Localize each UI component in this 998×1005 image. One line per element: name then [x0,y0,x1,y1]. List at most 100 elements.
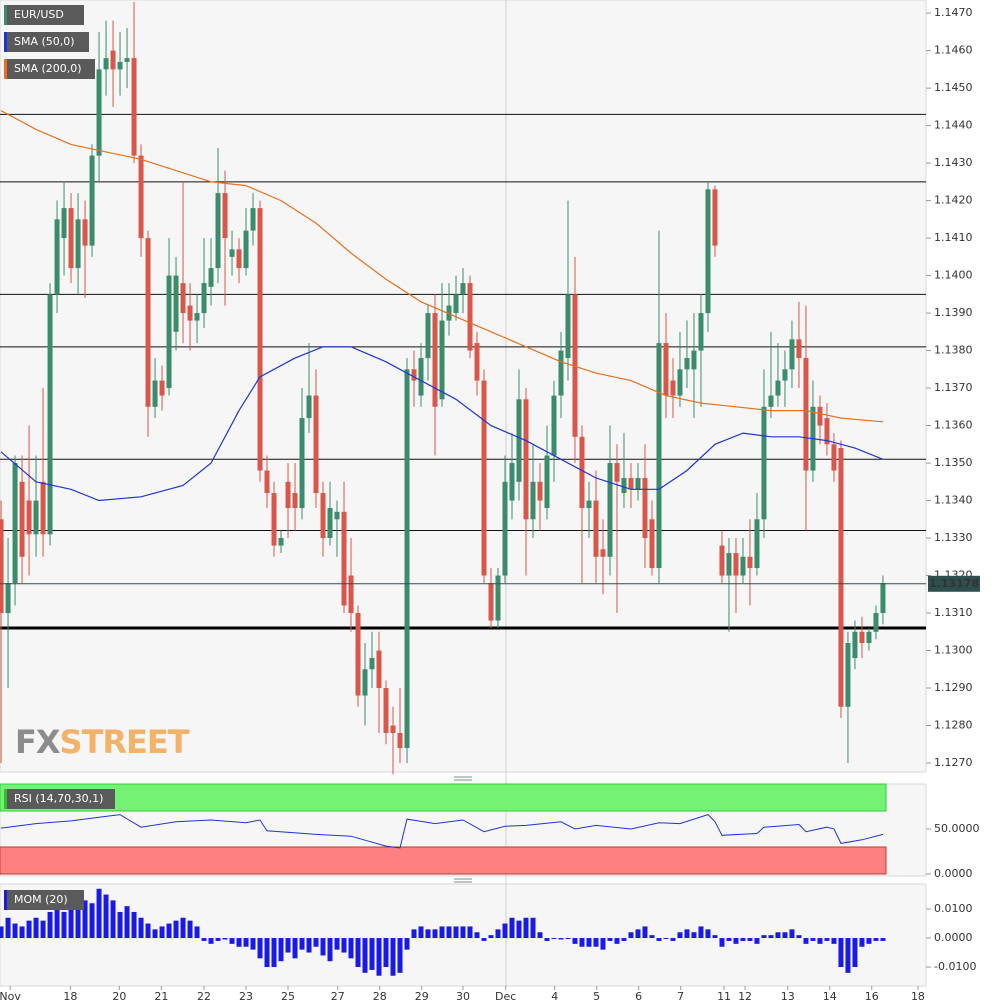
candle-body [768,395,774,407]
candle-body [152,380,158,407]
y-tick-label: 1.1440 [934,119,973,132]
momentum-bar [761,935,767,939]
candle-body [705,189,711,314]
y-tick-label: 0.0000 [934,867,973,880]
momentum-bar [0,926,4,939]
momentum-bar [866,938,872,944]
candle-body [334,511,340,520]
y-tick-label: 1.1330 [934,531,973,544]
candle-body [593,500,599,557]
momentum-bar [292,938,298,959]
momentum-bar [530,917,536,939]
momentum-bar [873,938,879,941]
momentum-bar [852,938,858,968]
candle-body [194,313,200,321]
candle-body [831,444,837,471]
momentum-bar [278,938,284,962]
momentum-bar [110,900,116,939]
legend-box[interactable] [4,789,115,809]
candle-body [439,320,445,400]
candle-body [635,478,641,490]
rsi-line [0,814,884,849]
x-tick-label: 12 [738,990,752,1003]
candle-body [201,283,207,314]
momentum-bar [117,911,123,939]
momentum-bar [327,938,333,962]
momentum-bar [26,920,32,939]
panel-resizer[interactable] [454,776,472,883]
momentum-bar [54,909,60,939]
momentum-bar [376,938,382,976]
momentum-bar [446,926,452,939]
candle-body [684,358,690,370]
candle-body [579,436,585,509]
candle-body [747,556,753,569]
momentum-bar [698,926,704,939]
momentum-bar [96,888,102,939]
watermark: FXSTREET [15,723,190,761]
candle-body [670,380,676,396]
candle-body [145,238,151,407]
momentum-bar [152,929,158,939]
momentum-bar [236,938,242,947]
momentum-bar [215,938,221,941]
y-tick-label: 1.1390 [934,306,973,319]
momentum-bar [222,938,228,940]
momentum-bar [19,926,25,939]
x-tick-label: Nov [0,990,21,1003]
sma-line [0,346,884,502]
last-price-box [928,575,980,592]
candle-body [453,294,459,314]
candle-body [159,380,165,396]
momentum-bar [558,938,564,940]
candle-body [628,478,634,490]
candle-body [89,155,95,246]
legend-box[interactable] [4,890,84,910]
candle-body [460,283,466,295]
candle-body [320,493,326,539]
x-tick-label: 23 [239,990,253,1003]
candle-body [817,406,823,426]
momentum-bar [453,926,459,939]
candle-body [719,545,725,576]
candle-body [446,305,452,321]
candle-body [663,343,669,396]
legend-box[interactable] [4,32,89,52]
x-tick-label: 14 [823,990,837,1003]
sma-line [0,110,884,423]
y-tick-label: 0.0000 [934,931,973,944]
momentum-bar [383,938,389,968]
momentum-bar [369,938,375,970]
candle-body [425,313,431,359]
x-tick-label: 5 [593,990,600,1003]
y-tick-label: 1.1360 [934,419,973,432]
momentum-bar [439,926,445,939]
momentum-bar [572,938,578,944]
overbought-band [0,783,887,812]
candle-body [481,380,487,576]
momentum-bar [838,938,844,968]
x-tick-label: 18 [63,990,77,1003]
oversold-band [0,846,887,875]
momentum-bar [775,932,781,939]
candle-body [12,463,18,584]
y-tick-label: 50.0000 [934,822,980,835]
legend-box[interactable] [4,5,84,25]
y-tick-label: 1.1380 [934,344,973,357]
candle-body [649,519,655,569]
x-tick-label: 22 [197,990,211,1003]
x-tick-label: 16 [865,990,879,1003]
candle-body [362,669,368,696]
momentum-bar [593,938,599,947]
candle-body [222,193,228,239]
momentum-bar [187,920,193,939]
candle-body [495,575,501,621]
legend-box[interactable] [4,59,95,79]
candle-body [33,500,39,535]
candle-body [775,380,781,396]
y-tick-label: 1.1310 [934,606,973,619]
candle-body [0,519,4,614]
candle-body [733,553,739,576]
momentum-bar [474,932,480,939]
